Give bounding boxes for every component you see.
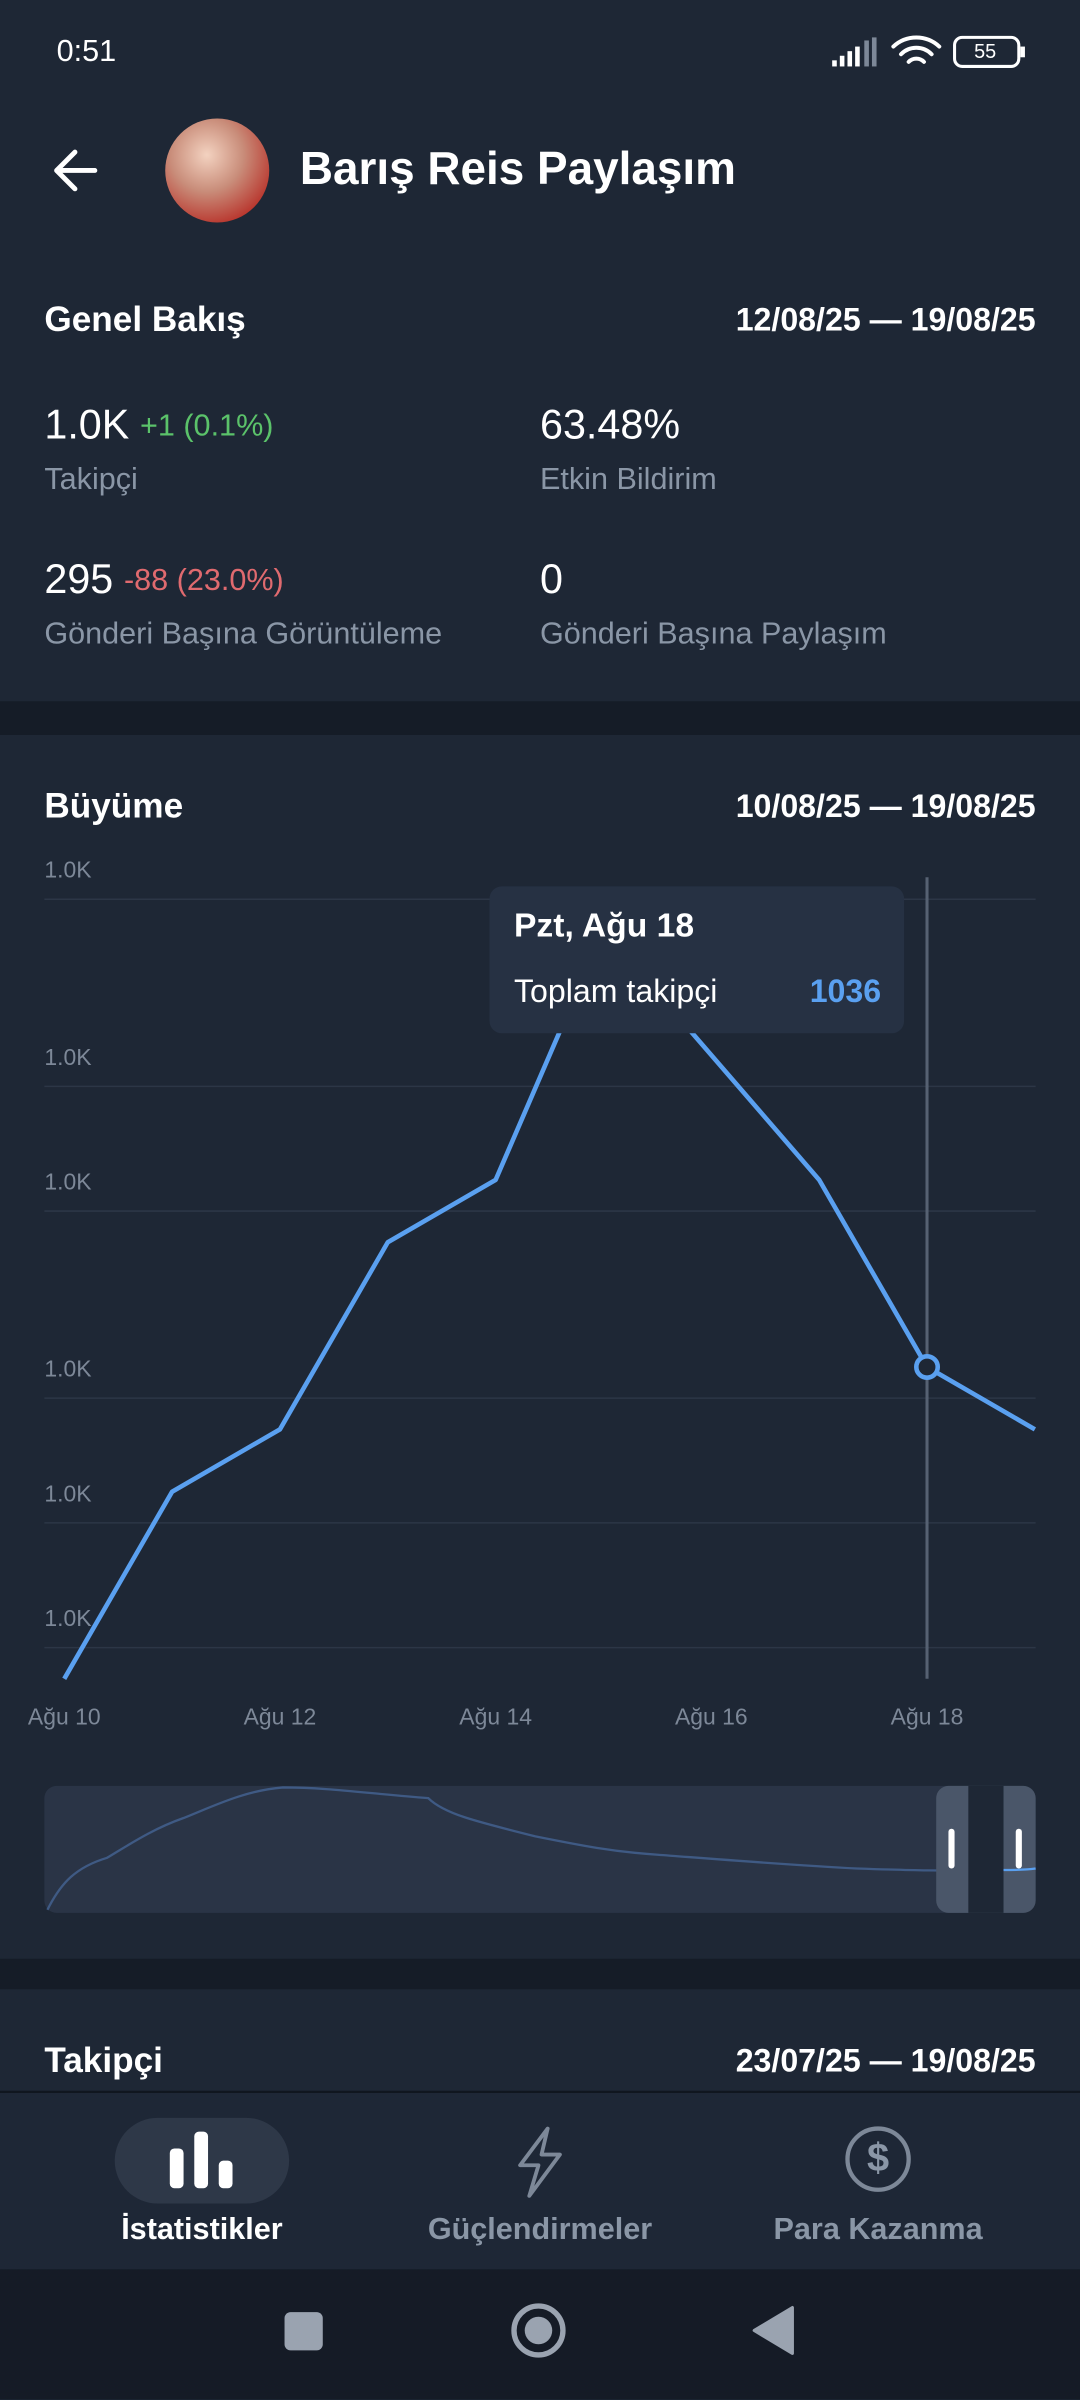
y-tick-label: 1.0K bbox=[44, 1605, 92, 1631]
back-button[interactable] bbox=[54, 149, 98, 192]
section-title: Büyüme bbox=[44, 787, 183, 826]
wifi-icon bbox=[891, 35, 942, 64]
y-tick-label: 1.0K bbox=[44, 1480, 92, 1506]
top-background bbox=[0, 0, 1080, 702]
range-navigator[interactable] bbox=[44, 1785, 1036, 1913]
channel-title: Barış Reis Paylaşım bbox=[300, 142, 736, 194]
x-tick-label: Ağu 18 bbox=[891, 1704, 964, 1730]
stat-value: 1.0K bbox=[44, 401, 129, 447]
x-tick-label: Ağu 10 bbox=[28, 1704, 101, 1730]
stat-label: Takipçi bbox=[44, 462, 137, 496]
date-range: 10/08/25 — 19/08/25 bbox=[736, 788, 1036, 824]
stat-change: +1 (0.1%) bbox=[140, 409, 273, 443]
nav-item[interactable]: İstatistikler bbox=[114, 2117, 290, 2246]
nav-item[interactable]: $ Para Kazanma bbox=[774, 2126, 984, 2247]
nav-label: Güçlendirmeler bbox=[428, 2212, 652, 2246]
stat: 295 -88 (23.0%) bbox=[44, 556, 283, 602]
tooltip: Pzt, Ağu 18 Toplam takipçi 1036 bbox=[489, 886, 905, 1034]
stat-value: 63.48% bbox=[540, 401, 680, 447]
date-range: 23/07/25 — 19/08/25 bbox=[736, 2042, 1036, 2078]
stat-value: 295 bbox=[44, 556, 113, 602]
nav-label: İstatistikler bbox=[121, 2212, 283, 2246]
section-title: Genel Bakış bbox=[44, 300, 245, 339]
separator bbox=[0, 1958, 1080, 1990]
signal-icon bbox=[832, 37, 877, 67]
stat-label: Gönderi Başına Görüntüleme bbox=[44, 617, 442, 651]
nav-label: Para Kazanma bbox=[774, 2212, 984, 2246]
x-tick-label: Ağu 12 bbox=[244, 1704, 317, 1730]
recents-button[interactable] bbox=[284, 2312, 323, 2351]
date-range: 12/08/25 — 19/08/25 bbox=[736, 301, 1036, 337]
y-tick-label: 1.0K bbox=[44, 857, 92, 883]
battery-level: 55 bbox=[974, 41, 996, 63]
separator bbox=[0, 701, 1080, 735]
tooltip-label: Toplam takipçi bbox=[514, 973, 717, 1009]
followers-background bbox=[0, 1989, 1080, 2092]
x-tick-label: Ağu 16 bbox=[675, 1704, 748, 1730]
highlight-point bbox=[914, 1353, 941, 1380]
section-title: Takipçi bbox=[44, 2041, 163, 2080]
battery-icon: 55 bbox=[953, 35, 1025, 68]
x-tick-label: Ağu 14 bbox=[459, 1704, 532, 1730]
stat-change: -88 (23.0%) bbox=[124, 563, 284, 597]
tooltip-value: 1036 bbox=[810, 973, 881, 1009]
tooltip-title: Pzt, Ağu 18 bbox=[514, 908, 694, 945]
stat-value: 0 bbox=[540, 556, 563, 602]
y-tick-label: 1.0K bbox=[44, 1044, 92, 1070]
avatar[interactable] bbox=[165, 118, 270, 223]
status-time: 0:51 bbox=[57, 34, 117, 68]
home-button[interactable] bbox=[511, 2303, 566, 2358]
stat-label: Gönderi Başına Paylaşım bbox=[540, 617, 887, 651]
stat-label: Etkin Bildirim bbox=[540, 462, 717, 496]
svg-text:$: $ bbox=[867, 2136, 889, 2180]
y-tick-label: 1.0K bbox=[44, 1356, 92, 1382]
back-nav-button[interactable] bbox=[752, 2306, 794, 2355]
growth-line bbox=[62, 928, 1037, 1680]
y-tick-label: 1.0K bbox=[44, 1169, 92, 1195]
growth-chart: 1.0K 1.0K 1.0K 1.0K 1.0K 1.0K Ağu 10 Ağu 12 Ağu … bbox=[28, 857, 1037, 1730]
tooltip-box bbox=[489, 886, 905, 1034]
stat: 1.0K +1 (0.1%) bbox=[44, 401, 273, 447]
nav-item[interactable]: Güçlendirmeler bbox=[428, 2126, 652, 2247]
